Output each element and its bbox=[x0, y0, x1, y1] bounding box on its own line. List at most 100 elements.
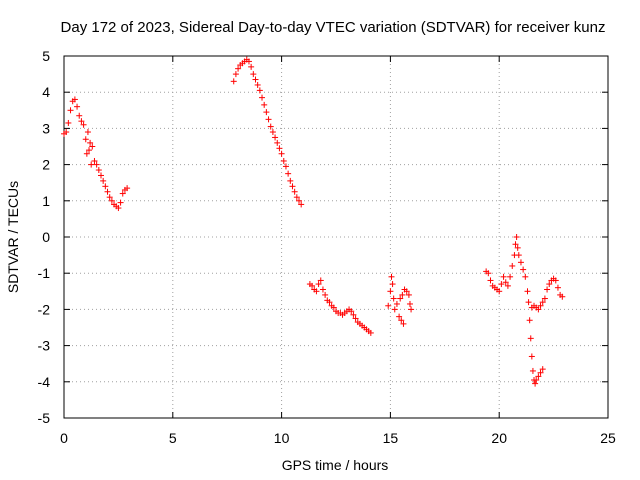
data-point bbox=[117, 199, 124, 206]
data-point bbox=[272, 134, 279, 141]
data-point bbox=[399, 291, 406, 298]
data-point bbox=[393, 300, 400, 307]
data-point bbox=[559, 293, 566, 300]
data-point bbox=[352, 315, 359, 322]
data-point bbox=[285, 170, 292, 177]
data-point bbox=[529, 367, 536, 374]
data-point bbox=[391, 306, 398, 313]
data-point bbox=[293, 194, 300, 201]
data-point bbox=[287, 177, 294, 184]
data-point bbox=[322, 291, 329, 298]
data-point bbox=[330, 304, 337, 311]
data-point bbox=[502, 279, 509, 286]
x-tick-label: 20 bbox=[491, 430, 507, 446]
data-points bbox=[61, 56, 566, 387]
data-point bbox=[93, 161, 100, 168]
data-point bbox=[115, 205, 122, 212]
data-point bbox=[552, 277, 559, 284]
y-axis-label: SDTVAR / TECUs bbox=[5, 181, 21, 293]
data-point bbox=[97, 172, 104, 179]
data-point bbox=[80, 121, 87, 128]
data-point bbox=[533, 376, 540, 383]
y-tick-label: 2 bbox=[42, 157, 50, 173]
data-point bbox=[88, 161, 95, 168]
data-point bbox=[496, 288, 503, 295]
data-point bbox=[385, 302, 392, 309]
data-point bbox=[248, 63, 255, 70]
data-point bbox=[254, 81, 261, 88]
data-point bbox=[261, 101, 268, 108]
y-tick-label: -5 bbox=[38, 410, 51, 426]
data-point bbox=[269, 129, 276, 136]
data-point bbox=[527, 335, 534, 342]
x-tick-label: 10 bbox=[274, 430, 290, 446]
data-point bbox=[498, 281, 505, 288]
x-axis-label: GPS time / hours bbox=[282, 457, 389, 473]
y-tick-label: -4 bbox=[38, 374, 51, 390]
data-point bbox=[67, 107, 74, 114]
data-point bbox=[398, 317, 405, 324]
y-tick-label: -1 bbox=[38, 265, 51, 281]
data-point bbox=[104, 188, 111, 195]
data-point bbox=[512, 241, 519, 248]
y-tick-label: 5 bbox=[42, 48, 50, 64]
data-point bbox=[315, 281, 322, 288]
y-tick-labels: -5 -4 -3 -2 -1 0 1 2 3 4 5 bbox=[38, 48, 51, 426]
data-point bbox=[124, 185, 131, 192]
data-point bbox=[291, 188, 298, 195]
data-point bbox=[539, 366, 546, 373]
data-point bbox=[535, 306, 542, 313]
data-point bbox=[250, 71, 257, 78]
data-point bbox=[119, 190, 126, 197]
data-point bbox=[396, 313, 403, 320]
data-point bbox=[83, 150, 90, 157]
data-point bbox=[326, 299, 333, 306]
data-point bbox=[397, 295, 404, 302]
data-point bbox=[256, 87, 263, 94]
data-point bbox=[319, 286, 326, 293]
data-point bbox=[350, 311, 357, 318]
data-point bbox=[515, 252, 522, 259]
data-point bbox=[230, 78, 237, 85]
grid bbox=[64, 56, 608, 418]
data-point bbox=[91, 157, 98, 164]
data-point bbox=[400, 320, 407, 327]
x-tick-label: 25 bbox=[600, 430, 616, 446]
data-point bbox=[252, 76, 259, 83]
x-tick-labels: 0 5 10 15 20 25 bbox=[60, 430, 616, 446]
data-point bbox=[232, 71, 239, 78]
data-point bbox=[108, 197, 115, 204]
data-point bbox=[87, 139, 94, 146]
data-point bbox=[389, 281, 396, 288]
data-point bbox=[317, 277, 324, 284]
data-point bbox=[265, 116, 272, 123]
data-point bbox=[263, 109, 270, 116]
data-point bbox=[65, 119, 72, 126]
chart-title: Day 172 of 2023, Sidereal Day-to-day VTE… bbox=[61, 19, 606, 36]
data-point bbox=[504, 282, 511, 289]
data-point bbox=[532, 380, 539, 387]
y-tick-label: 1 bbox=[42, 193, 50, 209]
data-point bbox=[546, 281, 553, 288]
data-point bbox=[522, 273, 529, 280]
data-point bbox=[387, 288, 394, 295]
data-point bbox=[406, 300, 413, 307]
data-point bbox=[274, 139, 281, 146]
data-point bbox=[514, 244, 521, 251]
data-point bbox=[507, 273, 514, 280]
data-point bbox=[86, 147, 93, 154]
data-point bbox=[289, 183, 296, 190]
data-point bbox=[82, 136, 89, 143]
data-point bbox=[528, 353, 535, 360]
data-point bbox=[76, 112, 83, 119]
x-tick-label: 15 bbox=[383, 430, 399, 446]
x-tick-label: 5 bbox=[169, 430, 177, 446]
data-point bbox=[89, 143, 96, 150]
y-tick-label: -2 bbox=[38, 301, 51, 317]
data-point bbox=[276, 145, 283, 152]
data-point bbox=[520, 266, 527, 273]
data-point bbox=[296, 197, 303, 204]
x-tick-label: 0 bbox=[60, 430, 68, 446]
axis-ticks bbox=[63, 55, 609, 419]
